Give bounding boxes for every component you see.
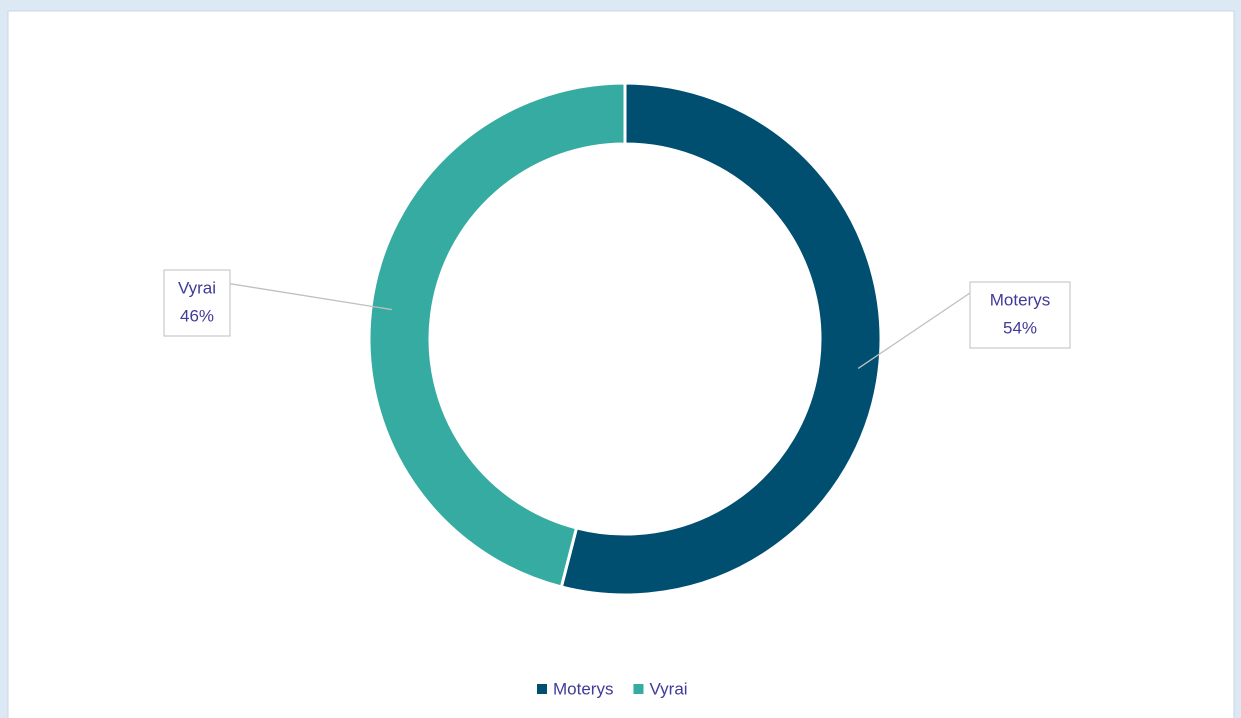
legend-label: Moterys xyxy=(553,679,613,698)
data-label-value: 46% xyxy=(180,306,214,325)
label-box xyxy=(163,269,231,337)
leader-line xyxy=(212,280,392,311)
donut-slice xyxy=(367,81,627,589)
legend-swatch xyxy=(633,684,644,694)
donut-slice xyxy=(559,81,883,597)
data-label-name: Moterys xyxy=(990,290,1050,309)
data-label-value: 54% xyxy=(1003,318,1037,337)
data-label-name: Vyrai xyxy=(178,278,216,297)
legend-swatch xyxy=(537,684,547,694)
label-box xyxy=(969,281,1071,349)
leader-line xyxy=(857,292,971,369)
legend-label: Vyrai xyxy=(649,679,687,698)
